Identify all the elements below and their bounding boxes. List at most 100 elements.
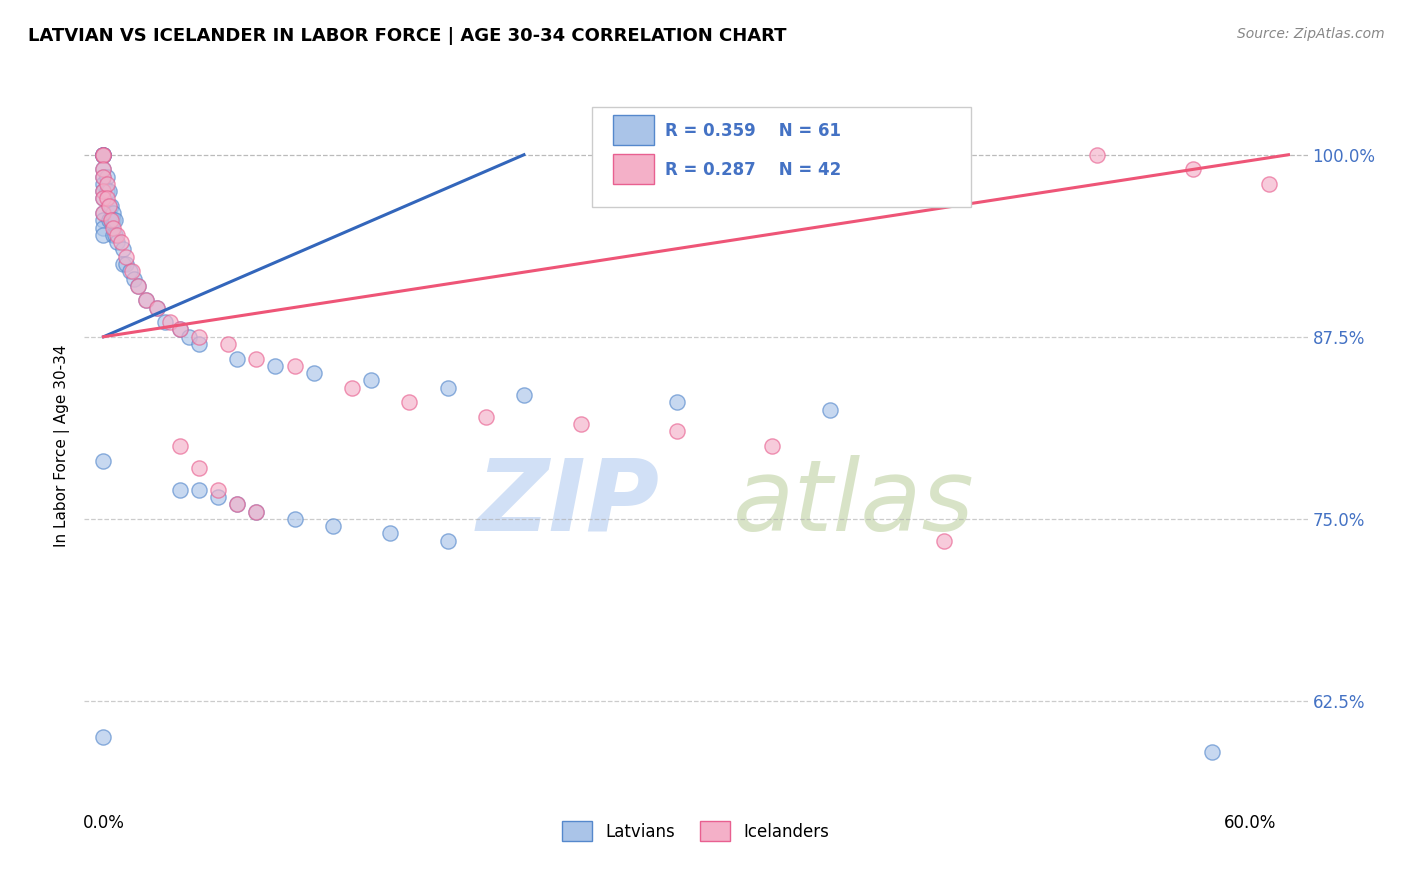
Point <box>179 330 201 344</box>
Point <box>111 257 134 271</box>
Point <box>169 483 191 497</box>
Text: R = 0.359    N = 61: R = 0.359 N = 61 <box>665 121 841 139</box>
Point <box>169 322 191 336</box>
Point <box>120 264 142 278</box>
Point <box>188 330 211 344</box>
Point <box>104 213 127 227</box>
Point <box>93 162 115 177</box>
Point <box>169 322 191 336</box>
Text: ZIP: ZIP <box>477 455 659 551</box>
Point <box>1181 162 1204 177</box>
Point <box>226 497 249 511</box>
Point <box>146 301 169 315</box>
Point <box>207 490 229 504</box>
Text: Source: ZipAtlas.com: Source: ZipAtlas.com <box>1237 27 1385 41</box>
Point <box>93 169 115 184</box>
Point <box>217 337 239 351</box>
Point <box>284 512 307 526</box>
Point <box>100 213 122 227</box>
Point <box>98 199 121 213</box>
Point <box>127 278 149 293</box>
Point <box>1085 147 1108 161</box>
Point <box>93 147 115 161</box>
Point <box>96 184 118 198</box>
Point <box>665 395 688 409</box>
Point <box>818 402 841 417</box>
Text: atlas: atlas <box>733 455 974 551</box>
Point <box>93 453 115 467</box>
Text: LATVIAN VS ICELANDER IN LABOR FORCE | AGE 30-34 CORRELATION CHART: LATVIAN VS ICELANDER IN LABOR FORCE | AG… <box>28 27 786 45</box>
Point <box>93 147 115 161</box>
Point <box>188 337 211 351</box>
Point <box>207 483 229 497</box>
Point <box>398 395 420 409</box>
Point <box>93 147 115 161</box>
Point <box>93 147 115 161</box>
Point <box>1201 745 1223 759</box>
Point <box>101 206 124 220</box>
FancyBboxPatch shape <box>592 107 972 207</box>
Point <box>98 199 121 213</box>
Point <box>96 169 118 184</box>
Point <box>93 731 115 745</box>
Point <box>93 227 115 242</box>
Point <box>665 425 688 439</box>
Point <box>101 227 124 242</box>
Point <box>169 439 191 453</box>
Point <box>245 351 267 366</box>
Point <box>93 169 115 184</box>
Point <box>569 417 592 432</box>
Point <box>115 257 138 271</box>
Point <box>436 381 458 395</box>
Point <box>264 359 287 373</box>
Point <box>105 235 128 249</box>
Point <box>226 351 249 366</box>
Point <box>245 504 267 518</box>
Y-axis label: In Labor Force | Age 30-34: In Labor Force | Age 30-34 <box>55 344 70 548</box>
Point <box>93 147 115 161</box>
Point <box>226 497 249 511</box>
Point <box>101 220 124 235</box>
Point <box>188 460 211 475</box>
Point <box>93 206 115 220</box>
Point <box>302 366 325 380</box>
Point <box>436 533 458 548</box>
Point <box>100 199 122 213</box>
Point <box>93 184 115 198</box>
Point <box>98 213 121 227</box>
Point <box>93 162 115 177</box>
Point <box>111 243 134 257</box>
Point <box>98 184 121 198</box>
FancyBboxPatch shape <box>613 114 654 145</box>
Point <box>93 191 115 205</box>
Point <box>93 177 115 191</box>
Point <box>93 220 115 235</box>
Point <box>245 504 267 518</box>
Point <box>121 264 143 278</box>
Point <box>322 519 344 533</box>
Point <box>284 359 307 373</box>
Point <box>122 271 145 285</box>
Point <box>340 381 363 395</box>
Point <box>135 293 157 308</box>
Point <box>93 191 115 205</box>
Point <box>127 278 149 293</box>
Point <box>115 250 138 264</box>
Point <box>146 301 169 315</box>
Point <box>93 206 115 220</box>
Point <box>159 315 181 329</box>
Point <box>96 191 118 205</box>
Point <box>934 533 956 548</box>
Point <box>93 184 115 198</box>
Point <box>474 409 496 424</box>
Point <box>153 315 176 329</box>
Point <box>96 177 118 191</box>
Point <box>105 227 128 242</box>
Point <box>135 293 157 308</box>
Point <box>380 526 402 541</box>
Point <box>93 147 115 161</box>
Point <box>360 374 382 388</box>
FancyBboxPatch shape <box>613 153 654 184</box>
Point <box>93 213 115 227</box>
Point <box>104 227 127 242</box>
